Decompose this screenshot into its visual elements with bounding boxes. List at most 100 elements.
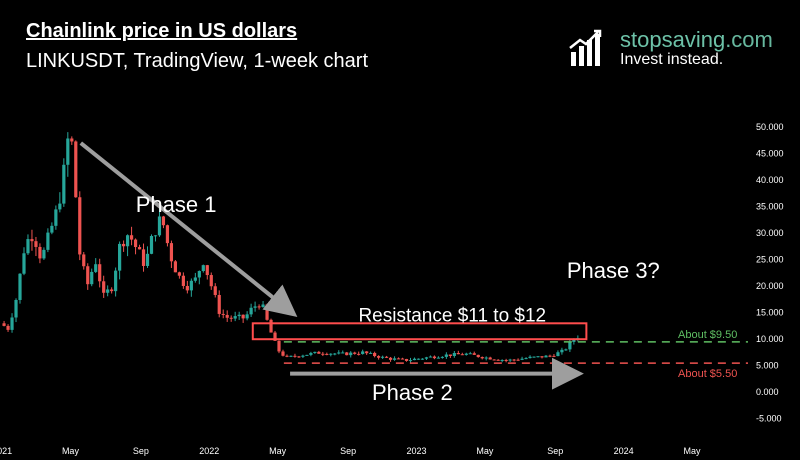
candle-body [349,352,353,356]
y-tick-label: 15.000 [756,308,784,318]
candle-body [297,356,301,358]
candle-body [58,203,62,210]
candle-body [448,354,452,356]
candle-body [217,294,221,314]
brand-tagline: Invest instead. [620,51,724,68]
candle-body [301,355,305,357]
candle-body [141,249,146,266]
candle-body [74,141,78,198]
y-tick-label: 30.000 [756,228,784,238]
candle-body [181,275,185,286]
candle-body [313,351,317,353]
y-tick-label: 45.000 [756,149,784,159]
candle-body [94,264,98,272]
candle-body [456,352,460,355]
candle-body [460,354,464,356]
candle-body [556,352,560,357]
candle-body [62,164,66,204]
candle-body [78,197,82,255]
candle-body [480,357,484,359]
candle-body [285,355,289,357]
candle-body [42,249,46,259]
y-tick-label: 20.000 [756,281,784,291]
candle-body [149,235,154,254]
candle-body [209,275,213,287]
candle-body [472,353,476,355]
candle-body [22,253,26,274]
x-tick-label: May [476,446,494,456]
candle-body [2,323,6,326]
y-tick-label: -5.000 [756,414,782,424]
candle-body [54,209,58,226]
chart-title: Chainlink price in US dollars [26,20,298,42]
candle-body [500,359,504,361]
candle-body [468,353,472,355]
candle-body [381,356,385,358]
resistance-box [251,322,588,341]
candle-body [241,314,245,319]
candle-body [408,360,413,362]
candle-body [129,235,134,240]
candle-body [540,356,544,358]
candle-body [337,352,341,354]
candle-body [369,352,373,354]
candle-body [185,285,189,291]
candle-body [189,280,193,291]
x-tick-label: Sep [340,446,356,456]
candle-body [544,355,548,358]
candle-body [321,353,325,355]
candle-body [122,243,126,247]
candle-body [233,316,237,319]
candle-body [568,341,572,350]
candle-body [161,216,166,226]
candle-body [6,325,10,330]
candle-body [440,356,444,358]
candle-body [70,138,74,142]
candle-body [508,359,512,361]
candle-body [102,281,106,293]
chart-subtitle: LINKUSDT, TradingView, 1-week chart [26,50,369,72]
y-tick-label: 35.000 [756,202,784,212]
candle-body [365,351,369,354]
candle-body [329,353,333,355]
candle-body [444,354,448,357]
candle-body [384,356,389,358]
candle-body [30,239,34,242]
x-tick-label: May [684,446,702,456]
x-tick-label: 2021 [0,446,12,456]
brand-name-main: stopsaving [620,27,726,52]
candle-body [436,357,440,359]
candle-body [464,353,468,355]
candle-body [357,353,361,355]
y-tick-label: 10.000 [756,334,784,344]
candle-body [50,225,54,233]
candle-body [536,356,540,358]
candle-body [153,235,158,237]
candle-body [496,359,500,361]
candle-body [492,359,496,361]
candle-body [289,355,293,357]
candle-body [516,359,520,361]
candle-body [245,314,249,319]
candle-body [432,356,437,359]
candle-body [261,304,265,308]
x-tick-label: Sep [547,446,563,456]
candle-body [424,357,429,359]
y-tick-label: 25.000 [756,255,784,265]
brand-name: stopsaving.com [620,27,773,53]
candle-body [229,317,233,319]
candle-body [504,359,508,361]
y-tick-label: 5.000 [756,361,779,371]
candle-body [265,304,269,320]
candle-body [10,317,14,330]
phase-1-arrow [79,141,298,318]
candle-body [484,357,488,359]
candle-body [373,352,377,357]
candle-body [157,216,162,236]
candle-body [428,356,433,358]
x-tick-label: 2024 [614,446,634,456]
phase-label-3: Phase 3? [567,258,660,283]
candle-body [18,273,22,300]
candle-body [221,313,225,315]
candle-body [106,289,110,293]
